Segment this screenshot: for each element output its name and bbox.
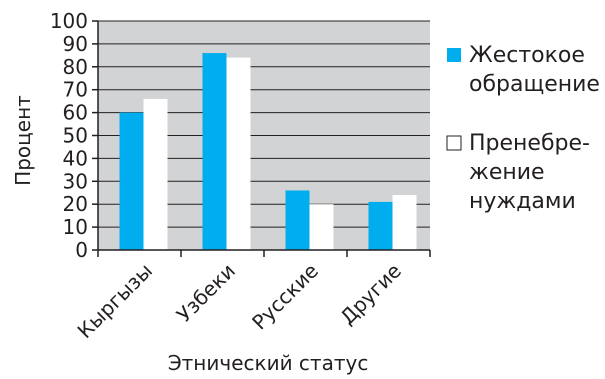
- y-tick-label: 40: [63, 146, 88, 170]
- bar-neglect-3: [392, 195, 417, 250]
- axes: [92, 20, 431, 257]
- y-tick-label: 100: [50, 9, 88, 33]
- x-tick-label: Русские: [247, 259, 323, 335]
- bar-neglect-1: [226, 57, 251, 250]
- x-tick-label: Узбеки: [172, 259, 240, 327]
- x-tick-label: Кыргызы: [73, 259, 157, 343]
- x-tick-label: Другие: [335, 259, 406, 330]
- y-tick-label: 90: [63, 32, 88, 56]
- y-tick-label: 10: [63, 215, 88, 239]
- legend-label-1: Пренебре-: [469, 131, 590, 156]
- y-tick-label: 50: [63, 124, 88, 148]
- y-tick-label: 80: [63, 55, 88, 79]
- y-tick-label: 20: [63, 192, 88, 216]
- y-tick-label: 0: [75, 238, 88, 262]
- bar-abuse-0: [119, 112, 144, 250]
- legend-swatch-1: [446, 135, 462, 151]
- legend: Жестокое обращение Пренебре-жение нуждами: [446, 43, 600, 214]
- y-tick-label: 30: [63, 169, 88, 193]
- bar-neglect-2: [309, 204, 334, 250]
- bars: [119, 53, 417, 251]
- legend-label-1: жение: [469, 160, 545, 185]
- x-axis-label: Этнический статус: [168, 351, 369, 375]
- y-tick-label: 60: [63, 101, 88, 125]
- legend-label-0: Жестокое: [469, 43, 585, 68]
- y-tick-label: 70: [63, 78, 88, 102]
- bar-neglect-0: [143, 98, 168, 250]
- bar-abuse-2: [285, 190, 310, 250]
- bar-abuse-3: [368, 201, 393, 250]
- x-tick-labels: Кыргызы Узбеки Русские Другие: [73, 259, 406, 343]
- legend-label-0: обращение: [469, 72, 600, 97]
- legend-label-1: нуждами: [469, 189, 576, 214]
- legend-swatch-0: [447, 48, 461, 62]
- bar-abuse-1: [202, 53, 227, 251]
- y-axis-label: Процент: [11, 95, 35, 186]
